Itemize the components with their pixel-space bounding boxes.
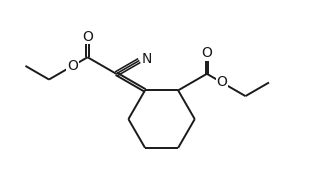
- Text: O: O: [216, 75, 227, 89]
- Text: O: O: [82, 30, 93, 44]
- Text: O: O: [67, 59, 78, 73]
- Text: O: O: [201, 46, 212, 60]
- Text: N: N: [142, 52, 152, 66]
